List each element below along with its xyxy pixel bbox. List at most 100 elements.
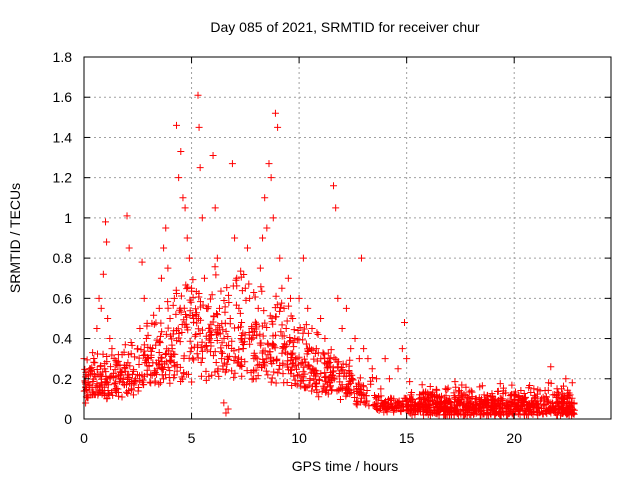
data-point [156,332,164,340]
data-point [164,298,172,306]
data-point [334,363,342,371]
y-tick-label: 1.6 [53,89,73,105]
data-point [182,320,190,328]
data-point [326,362,334,370]
data-point [300,325,308,333]
data-point [216,324,224,332]
data-point [177,148,185,156]
data-point [96,372,104,380]
data-point [256,264,264,272]
data-point [499,390,507,398]
data-point [264,341,272,349]
y-tick-label: 0 [64,411,72,427]
data-point [84,391,92,399]
data-point [164,304,172,312]
data-point [355,355,363,363]
data-point [125,244,133,252]
data-point [188,344,196,352]
data-point [286,294,294,302]
data-point [483,404,491,412]
data-point [308,387,316,395]
data-point [279,343,287,351]
data-point [103,375,111,383]
data-point [213,336,221,344]
data-point [565,401,573,409]
data-point [508,381,516,389]
data-point [195,123,203,131]
data-point [533,390,541,398]
y-tick-label: 1 [64,210,72,226]
data-point [198,214,206,222]
data-point [568,379,576,387]
data-point [311,350,319,358]
data-point [198,354,206,362]
x-tick-label: 10 [291,430,307,446]
data-point [135,360,143,368]
data-point [336,378,344,386]
data-point [247,335,255,343]
data-point [106,374,114,382]
data-point [539,402,547,410]
data-point [394,365,402,373]
data-point [533,403,541,411]
data-point [312,345,320,353]
data-point [186,337,194,345]
data-point [123,388,131,396]
data-point [515,392,523,400]
data-point [189,318,197,326]
data-point [241,338,249,346]
data-point [121,367,129,375]
data-point [95,294,103,302]
data-point [233,282,241,290]
data-point [257,283,265,291]
data-point [214,311,222,319]
data-point [86,381,94,389]
data-point [307,369,315,377]
data-point [212,310,220,318]
data-point [253,332,261,340]
data-point [183,285,191,293]
data-point [467,387,475,395]
data-point [155,348,163,356]
data-point [387,402,395,410]
data-point [332,204,340,212]
data-point [230,357,238,365]
data-point [87,366,95,374]
data-point [96,387,104,395]
data-point [131,353,139,361]
data-point [230,373,238,381]
data-point [298,359,306,367]
data-point [220,334,228,342]
data-point [523,404,531,412]
axis-ticks [83,56,611,420]
data-point [395,402,403,410]
data-point [517,397,525,405]
data-point [162,349,170,357]
data-point [363,387,371,395]
data-point [274,123,282,131]
data-point [259,355,267,363]
data-point [269,214,277,222]
data-point [254,361,262,369]
data-point [104,314,112,322]
data-point [232,301,240,309]
data-point [293,371,301,379]
data-point [453,409,461,417]
data-point [336,396,344,404]
data-point [450,392,458,400]
data-point [310,355,318,363]
data-point [276,361,284,369]
data-point [284,274,292,282]
data-point [237,335,245,343]
data-point [166,367,174,375]
data-point [308,325,316,332]
data-point [327,373,335,381]
data-point [353,401,361,409]
data-point [173,290,181,298]
data-point [151,377,159,385]
data-point [318,387,326,395]
data-point [272,313,280,321]
data-point [484,411,492,419]
data-point [176,338,184,346]
data-point [81,365,89,373]
